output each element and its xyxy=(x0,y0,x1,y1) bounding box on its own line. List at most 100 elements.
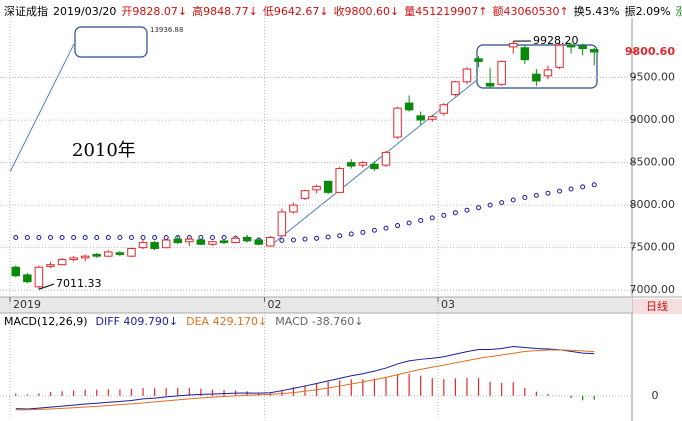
candle-body xyxy=(451,81,460,96)
sar-dot xyxy=(441,212,447,218)
x-tick-label: 2019 xyxy=(13,298,41,311)
y-tick-label: 7000.00 xyxy=(630,283,676,296)
candle-body xyxy=(104,251,113,257)
candle-body xyxy=(289,204,298,213)
trend-arrow xyxy=(9,43,75,173)
header-item: 涨(-39.1 xyxy=(676,5,682,18)
y-tick-label: 8000.00 xyxy=(630,198,676,211)
candle-body xyxy=(208,241,217,245)
candle-body xyxy=(23,274,32,283)
x-tick-label: 02 xyxy=(268,298,282,311)
candle-body xyxy=(173,238,183,244)
candle-body xyxy=(589,49,599,53)
sar-dot xyxy=(487,202,493,208)
candle-body xyxy=(439,104,449,114)
sar-dot xyxy=(71,234,77,240)
candle-body xyxy=(69,257,78,261)
candle-body xyxy=(185,238,194,243)
sar-dot xyxy=(302,236,308,242)
period-box xyxy=(633,299,682,314)
candle-body xyxy=(323,180,333,193)
candle-body xyxy=(543,69,553,77)
header-item: 额43060530↑ xyxy=(493,5,569,18)
candle-body xyxy=(34,266,44,288)
candle-body xyxy=(196,239,206,245)
candle-body xyxy=(277,211,287,237)
sar-dot xyxy=(209,234,215,240)
sar-dot xyxy=(337,233,343,239)
candle-body xyxy=(532,73,541,82)
sar-dot xyxy=(452,210,458,216)
y-tick-label: 8500.00 xyxy=(630,156,676,169)
candle-body xyxy=(485,82,495,87)
header: 深证成指 2019/03/20 开9828.07↓ 高9848.77↓ 低9642.67… xyxy=(4,4,682,18)
header-item: 低9642.67↓ xyxy=(263,5,329,18)
annotation: 7011.33 xyxy=(56,277,102,290)
y-tick-label: 9500.00 xyxy=(630,71,676,84)
sar-dot xyxy=(59,234,65,240)
sar-dot xyxy=(395,223,401,229)
sar-dot xyxy=(290,237,296,243)
candle-body xyxy=(347,162,356,167)
period-label: 日线 xyxy=(646,299,668,313)
candle-body xyxy=(57,259,67,266)
candle-body xyxy=(566,44,576,48)
candle-body xyxy=(11,266,21,277)
annotation: 13936.88 xyxy=(150,26,183,34)
sar-dot xyxy=(545,190,551,196)
candle-body xyxy=(578,45,587,50)
candle-body xyxy=(312,185,321,191)
candle-body xyxy=(266,236,275,247)
sar-dot xyxy=(371,227,377,233)
candle-body xyxy=(508,43,518,48)
header-item: 深证成指 xyxy=(4,4,48,18)
highlight-box xyxy=(74,26,148,58)
sar-dot xyxy=(533,192,539,198)
sar-dot xyxy=(510,197,516,203)
header-item: 振2.09% xyxy=(625,4,671,18)
y-tick-label: 0 xyxy=(652,389,659,402)
header-item: 量451219907↑ xyxy=(404,5,487,18)
y-tick-label: 7500.00 xyxy=(630,241,676,254)
sar-dot xyxy=(360,229,366,235)
sar-dot xyxy=(279,237,285,243)
candle-body xyxy=(462,68,472,83)
sar-dot xyxy=(117,234,123,240)
candle-body xyxy=(254,239,263,245)
header-item: 高9848.77↓ xyxy=(192,4,258,18)
candle-body xyxy=(138,242,148,249)
candle-body xyxy=(80,255,90,259)
sar-dot xyxy=(36,234,42,240)
candle-body xyxy=(381,151,391,166)
sar-dot xyxy=(464,207,470,213)
candle-body xyxy=(219,240,229,244)
candle-body xyxy=(404,102,414,111)
candle-body xyxy=(242,236,252,242)
sar-dot xyxy=(580,184,586,190)
annotation-leader xyxy=(38,283,55,290)
sar-dot xyxy=(522,194,528,200)
candle-body xyxy=(127,248,136,257)
sar-dot xyxy=(591,182,597,188)
sar-dot xyxy=(499,200,505,206)
candle-body xyxy=(416,115,425,121)
sar-dot xyxy=(82,234,88,240)
macd-line xyxy=(15,345,595,410)
sar-dot xyxy=(429,215,435,221)
sar-dot xyxy=(476,205,482,211)
x-tick-label: 03 xyxy=(441,298,455,311)
candle-body xyxy=(161,239,171,249)
macd-title: MACD(12,26,9) xyxy=(4,315,88,328)
candle-body xyxy=(358,162,368,166)
sar-dot xyxy=(105,234,111,240)
legend-entry: DIFF 409.790↓ xyxy=(96,315,179,328)
header-item: 换5.43% xyxy=(574,4,620,18)
sar-dot xyxy=(348,231,354,237)
macd-line xyxy=(15,349,595,411)
annotation: 2010年 xyxy=(72,140,136,161)
annotation: 9928.20 xyxy=(533,34,579,47)
candle-body xyxy=(474,58,483,62)
header-item: 2019/03/20 xyxy=(53,5,116,18)
